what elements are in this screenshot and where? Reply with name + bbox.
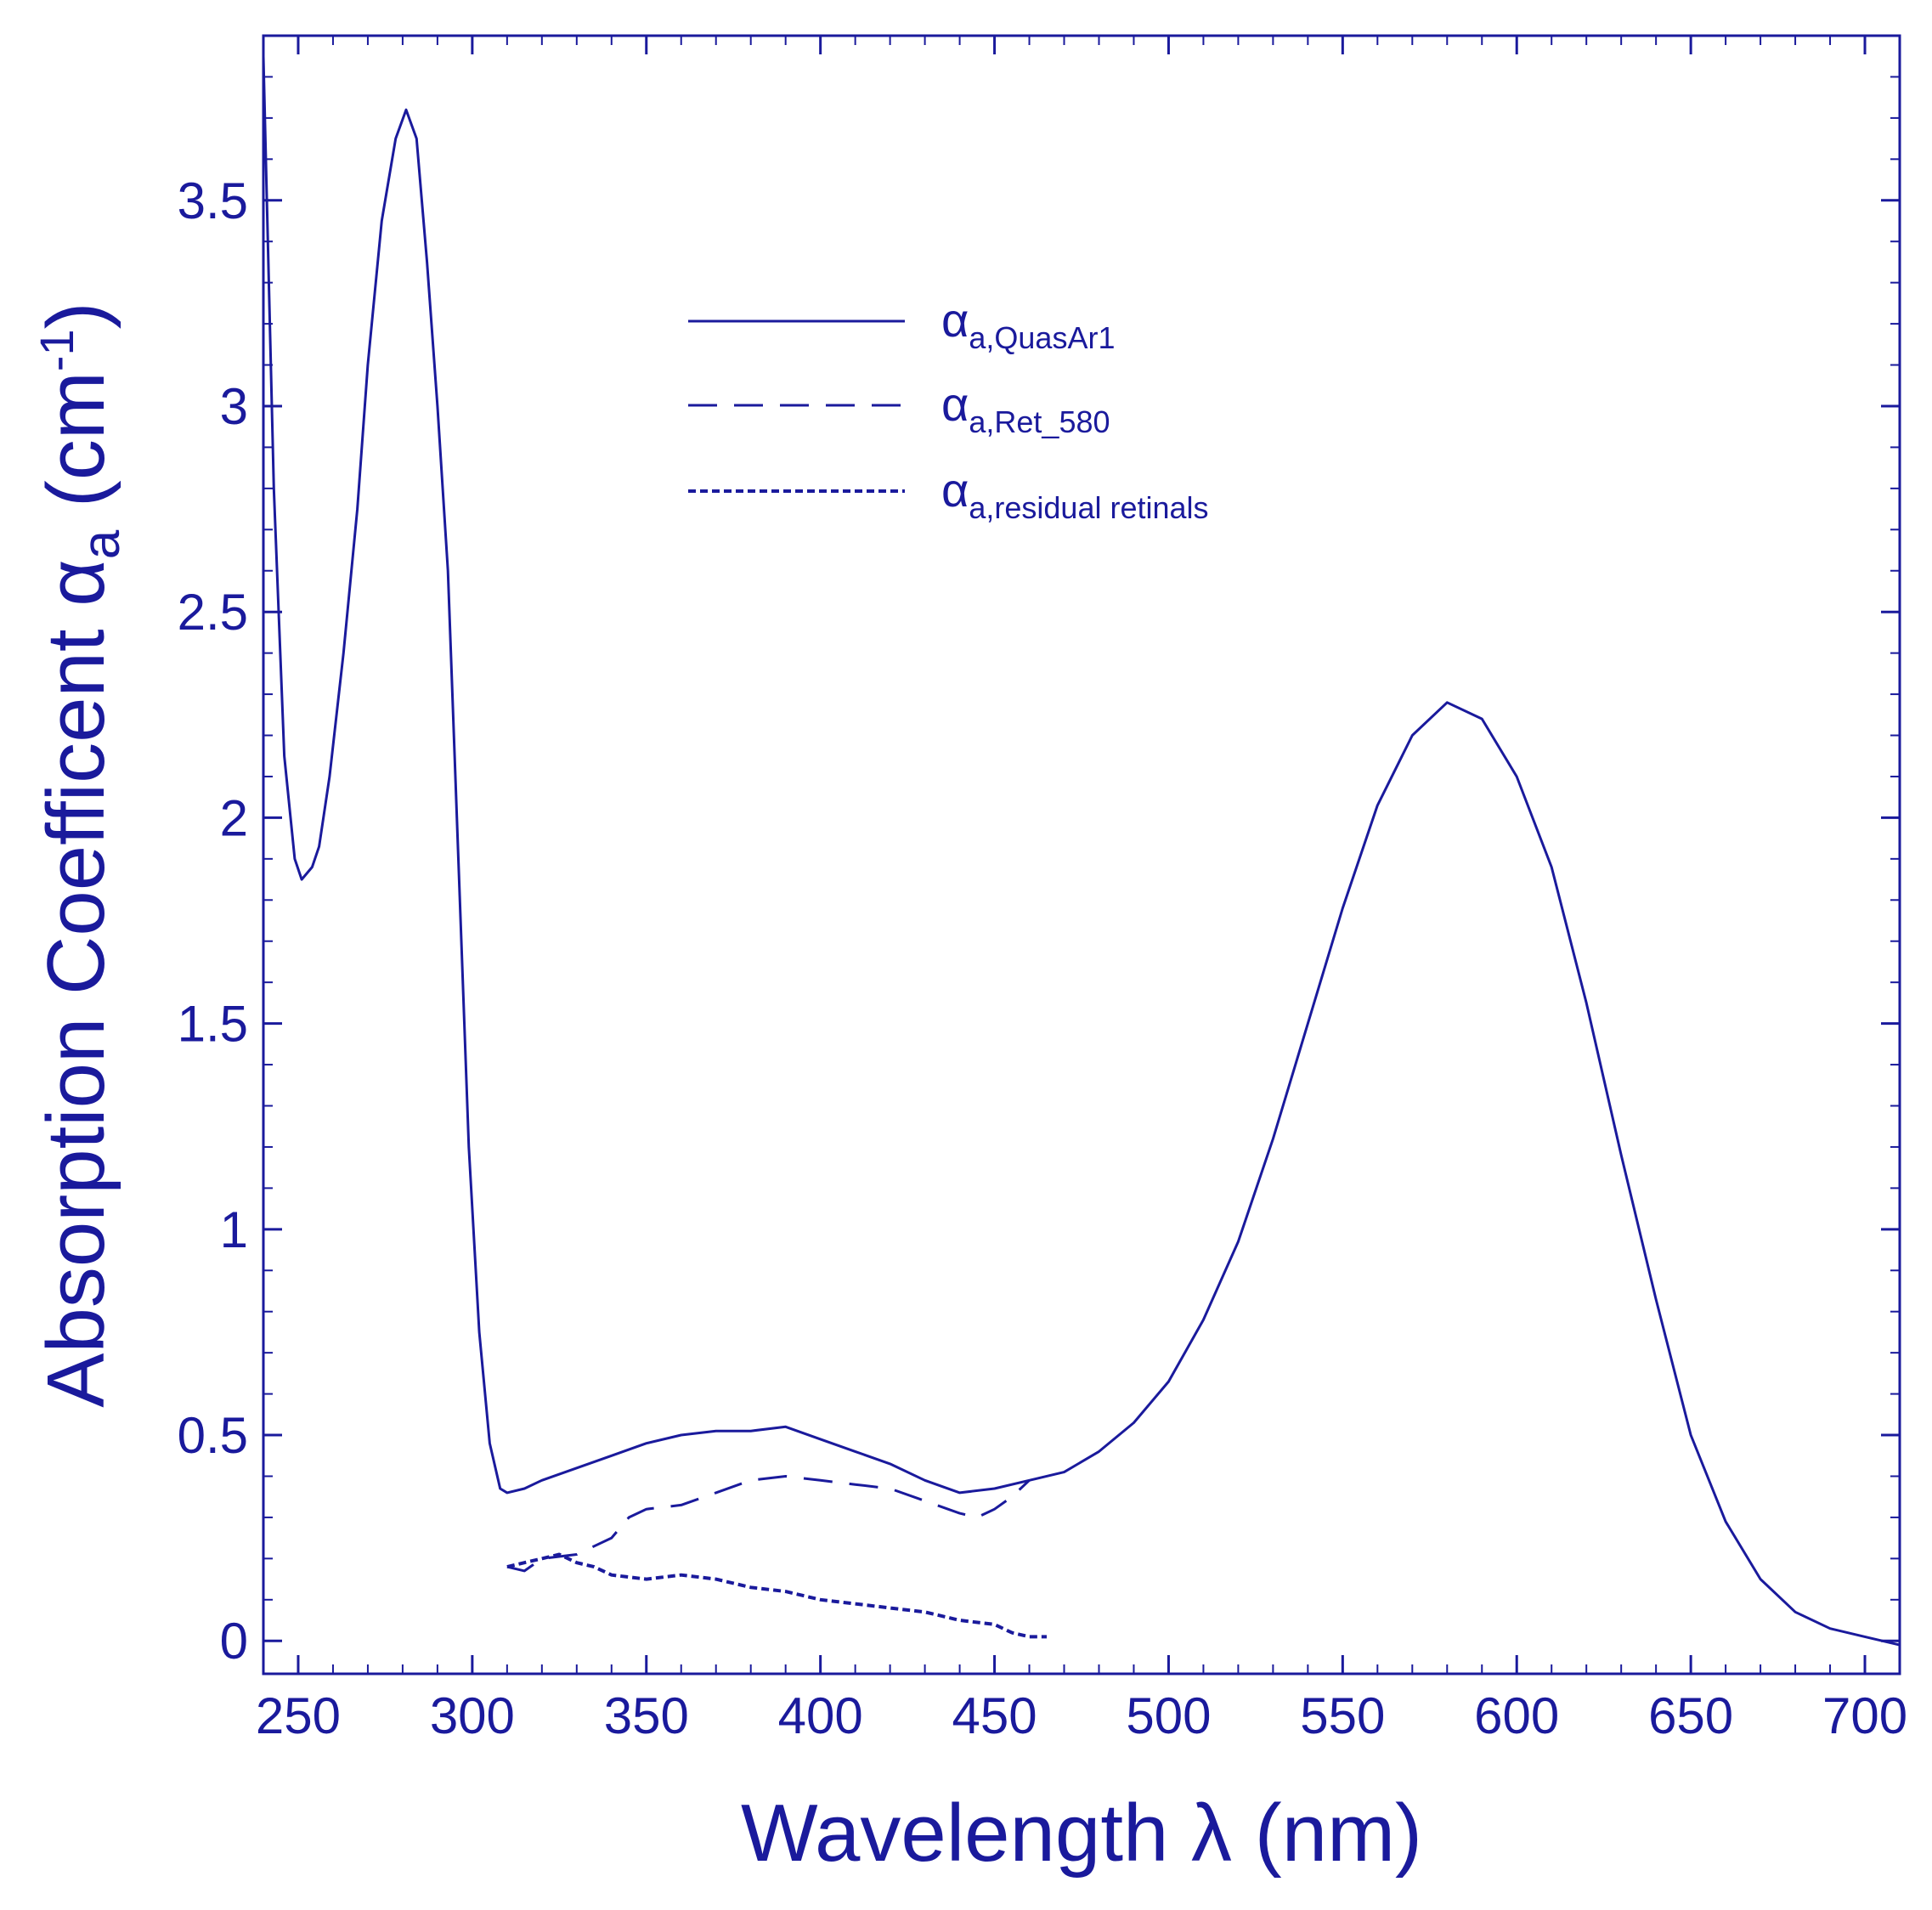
legend-alpha-symbol: α [941, 377, 969, 431]
x-tick-label: 400 [778, 1687, 863, 1744]
y-tick-label: 0 [220, 1613, 248, 1670]
y-tick-label: 1 [220, 1201, 248, 1258]
x-axis-label-part: (nm) [1255, 1788, 1422, 1879]
y-axis-label-unit-close: ) [31, 302, 121, 329]
x-tick-label: 350 [604, 1687, 689, 1744]
series-line-3 [506, 1552, 1047, 1639]
series-line-2 [506, 1475, 1031, 1573]
legend-alpha-symbol: α [941, 463, 969, 517]
y-tick-label: 0.5 [178, 1407, 248, 1464]
y-tick-label: 2 [220, 789, 248, 846]
x-tick-label: 650 [1648, 1687, 1733, 1744]
x-tick-label: 450 [952, 1687, 1037, 1744]
x-axis-label-part: Wavelength [741, 1788, 1168, 1879]
y-axis-label-superscript: -1 [30, 329, 83, 371]
y-axis-label-main: Absorption Coefficent [31, 607, 121, 1408]
y-axis-label-subscript: a [72, 529, 131, 559]
y-tick-label: 1.5 [178, 996, 248, 1053]
legend-label-3: αa,residual retinals [941, 463, 1209, 525]
y-tick-label: 3 [220, 378, 248, 435]
x-tick-label: 600 [1474, 1687, 1559, 1744]
x-tick-label: 250 [256, 1687, 341, 1744]
y-tick-label: 3.5 [178, 172, 248, 229]
legend-subscript: a,residual retinals [969, 490, 1208, 525]
legend-subscript: a,QuasAr1 [969, 320, 1115, 355]
legend-label-2: αa,Ret_580 [941, 377, 1110, 439]
x-tick-label: 550 [1300, 1687, 1385, 1744]
x-tick-label: 700 [1822, 1687, 1907, 1744]
x-axis-label-part [1168, 1788, 1191, 1879]
y-axis-label: Absorption Coefficent αa (cm-1) [30, 302, 131, 1407]
x-axis-label: Wavelength λ (nm) [741, 1788, 1422, 1879]
x-tick-label: 500 [1126, 1687, 1211, 1744]
y-axis-label-unit: (cm [31, 371, 121, 530]
series-line-1 [262, 56, 1901, 1647]
legend-label-1: αa,QuasAr1 [941, 293, 1115, 355]
legend-alpha-symbol: α [941, 293, 969, 347]
x-axis-label-part: λ [1191, 1788, 1232, 1879]
plot-frame [262, 34, 1901, 1675]
y-tick-label: 2.5 [178, 584, 248, 641]
x-axis-label-part [1232, 1788, 1255, 1879]
legend-subscript: a,Ret_580 [969, 404, 1110, 439]
x-tick-label: 300 [430, 1687, 515, 1744]
y-axis-label-symbol: α [31, 559, 121, 607]
